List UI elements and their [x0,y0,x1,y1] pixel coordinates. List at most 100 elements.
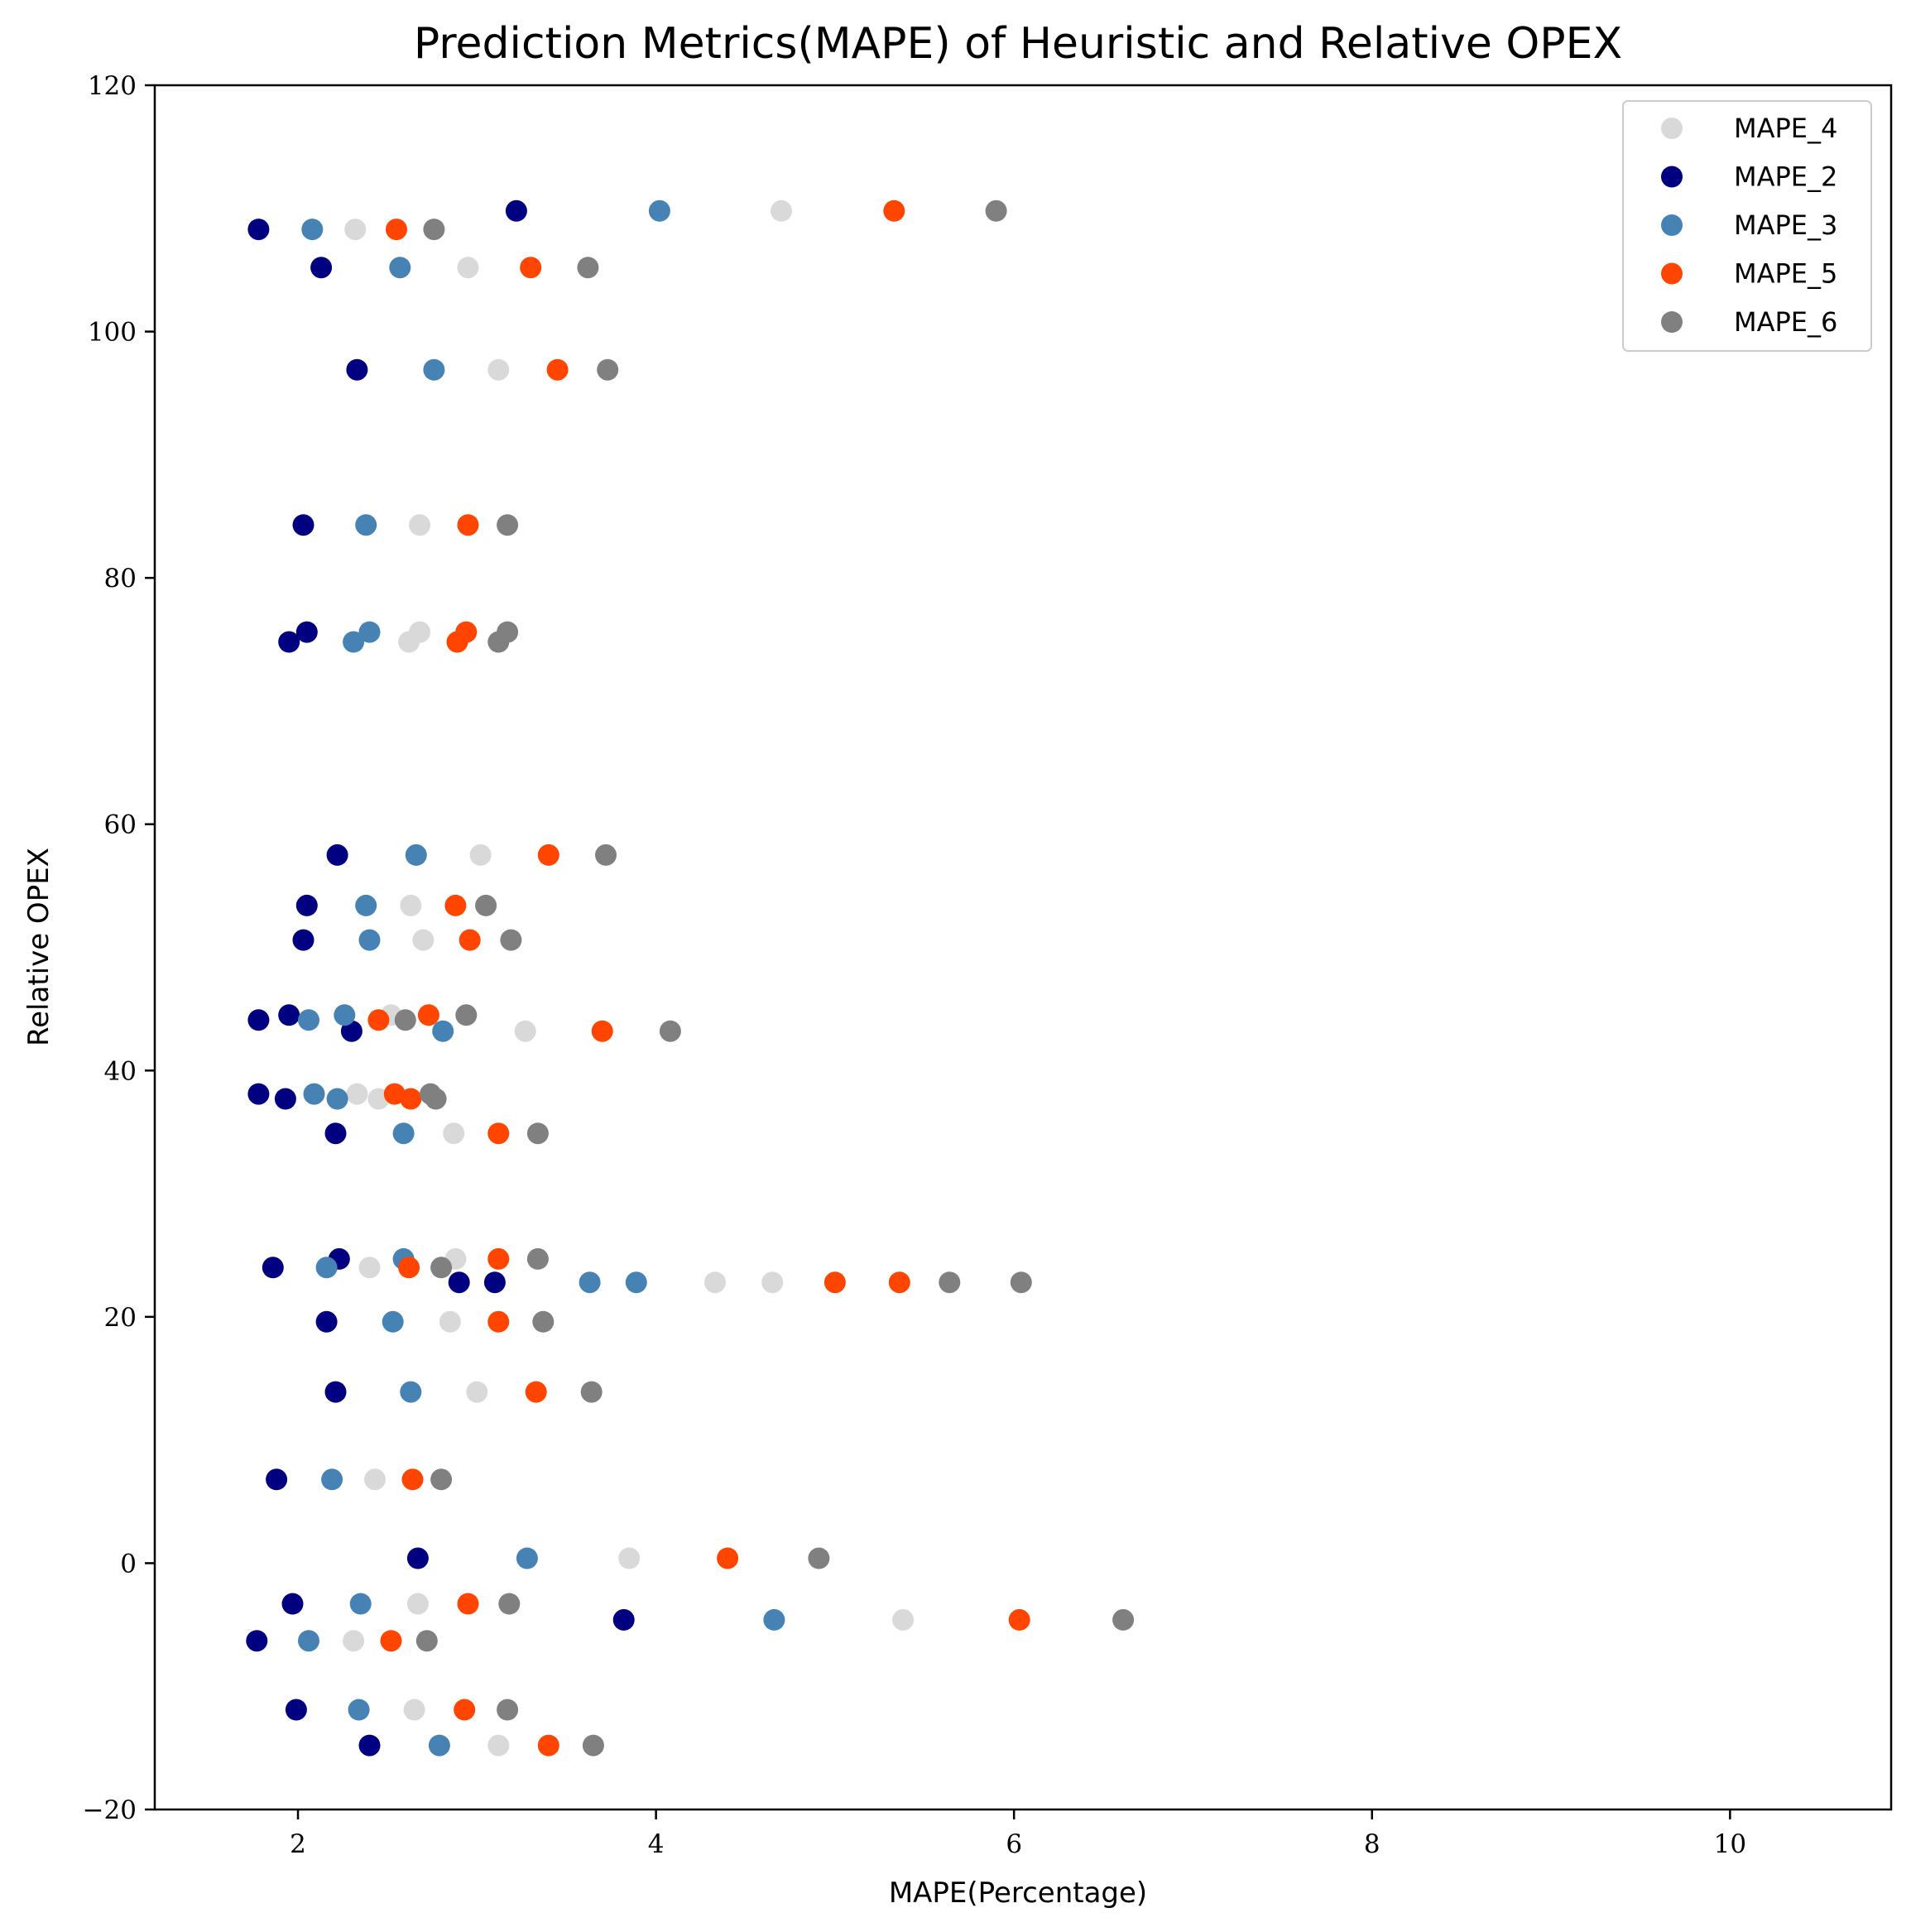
point-mape-4-3 [487,358,510,381]
point-mape-3-21 [400,1381,422,1403]
legend-marker-mape-4 [1661,118,1683,139]
point-mape-2-7 [326,843,348,866]
y-tick-label: −20 [83,1795,137,1825]
point-mape-6-15 [526,1122,549,1145]
point-mape-2-15 [324,1122,347,1145]
point-mape-4-6 [409,621,431,643]
point-mape-2-6 [295,621,318,643]
point-mape-6-17 [430,1257,453,1279]
point-mape-5-3 [546,358,569,381]
point-mape-5-9 [459,929,481,951]
point-mape-4-22 [618,1547,641,1569]
point-mape-4-9 [412,929,435,951]
legend-label-mape-2: MAPE_2 [1734,161,1837,193]
legend-label-mape-4: MAPE_4 [1734,113,1837,144]
point-mape-3-0 [301,219,324,241]
point-mape-2-3 [346,358,368,381]
y-tick-label: 0 [120,1549,137,1579]
point-mape-5-6 [455,621,478,643]
point-mape-5-16 [487,1247,510,1270]
legend-label-mape-5: MAPE_5 [1734,258,1837,290]
point-mape-5-25 [1008,1608,1030,1631]
point-mape-6-20 [532,1310,555,1333]
point-mape-4-27 [487,1734,510,1757]
point-mape-6-6 [497,621,519,643]
point-mape-3-25 [763,1608,785,1631]
point-mape-6-28 [582,1734,604,1757]
y-tick-label: 20 [104,1303,137,1333]
point-mape-2-4 [292,514,314,536]
point-mape-4-20 [466,1381,488,1403]
point-mape-5-24 [457,1593,479,1615]
point-mape-6-9 [500,929,522,951]
point-mape-5-17 [398,1257,420,1279]
point-mape-2-9 [292,929,314,951]
point-mape-3-6 [358,621,381,643]
legend-box [1622,100,1872,352]
point-mape-2-19 [483,1271,506,1294]
point-mape-4-0 [344,219,367,241]
point-mape-2-14 [274,1088,296,1110]
point-mape-2-18 [448,1271,470,1294]
point-mape-3-20 [382,1310,404,1333]
point-mape-6-0 [423,219,445,241]
point-mape-4-7 [469,843,492,866]
point-mape-3-18 [579,1271,601,1294]
point-mape-4-14 [443,1122,465,1145]
chart-title: Prediction Metrics(MAPE) of Heuristic an… [414,19,1622,69]
point-mape-5-7 [537,843,559,866]
point-mape-5-13 [383,1083,406,1105]
point-mape-5-8 [444,894,467,916]
point-mape-3-15 [392,1122,415,1145]
point-mape-3-12 [432,1020,454,1042]
x-axis-label: MAPE(Percentage) [889,1877,1147,1910]
point-mape-2-5 [278,631,300,653]
point-mape-2-2 [310,257,333,279]
x-axis-ticks: 2 4 6 8 10 [290,1809,1746,1859]
point-mape-3-1 [648,199,670,222]
point-mape-4-8 [400,894,422,916]
legend-label-mape-6: MAPE_6 [1734,306,1837,338]
point-mape-5-0 [386,219,407,241]
point-mape-6-21 [580,1381,603,1403]
point-mape-2-10 [247,1009,270,1031]
x-tick-label: 4 [648,1829,665,1859]
point-mape-6-25 [1112,1608,1135,1631]
point-mape-2-27 [285,1699,307,1721]
point-mape-4-17 [704,1271,726,1294]
plot-area-frame [153,84,1893,1811]
point-mape-3-26 [298,1630,319,1652]
point-mape-5-1 [883,199,905,222]
point-mape-6-23 [808,1547,830,1569]
point-mape-3-3 [423,358,445,381]
point-mape-5-21 [525,1381,547,1403]
point-mape-4-19 [439,1310,461,1333]
point-mape-4-4 [409,514,431,536]
legend-marker-mape-3 [1661,214,1683,236]
point-mape-2-24 [281,1593,304,1615]
point-mape-6-18 [939,1271,961,1294]
point-mape-5-15 [487,1122,510,1145]
x-tick-label: 8 [1364,1829,1380,1859]
point-mape-6-2 [577,257,599,279]
point-mape-4-1 [771,199,792,222]
point-mape-5-23 [717,1547,739,1569]
point-mape-6-26 [415,1630,438,1652]
point-mape-2-13 [247,1083,270,1105]
point-mape-2-23 [406,1547,429,1569]
point-mape-4-12 [346,1083,368,1105]
point-mape-6-11 [455,1004,478,1026]
legend: MAPE_4 MAPE_2 MAPE_3 MAPE_5 MAPE_6 [1622,100,1872,352]
point-mape-6-27 [497,1699,519,1721]
point-mape-4-23 [406,1593,429,1615]
point-mape-6-10 [394,1009,416,1031]
y-tick-label: 40 [104,1056,137,1086]
y-axis-label: Relative OPEX [22,848,55,1046]
point-mape-2-1 [505,199,527,222]
point-mape-2-26 [246,1630,268,1652]
point-mape-3-17 [315,1257,338,1279]
point-mape-5-12 [591,1020,613,1042]
point-mape-6-22 [430,1468,453,1491]
point-mape-3-23 [516,1547,538,1569]
